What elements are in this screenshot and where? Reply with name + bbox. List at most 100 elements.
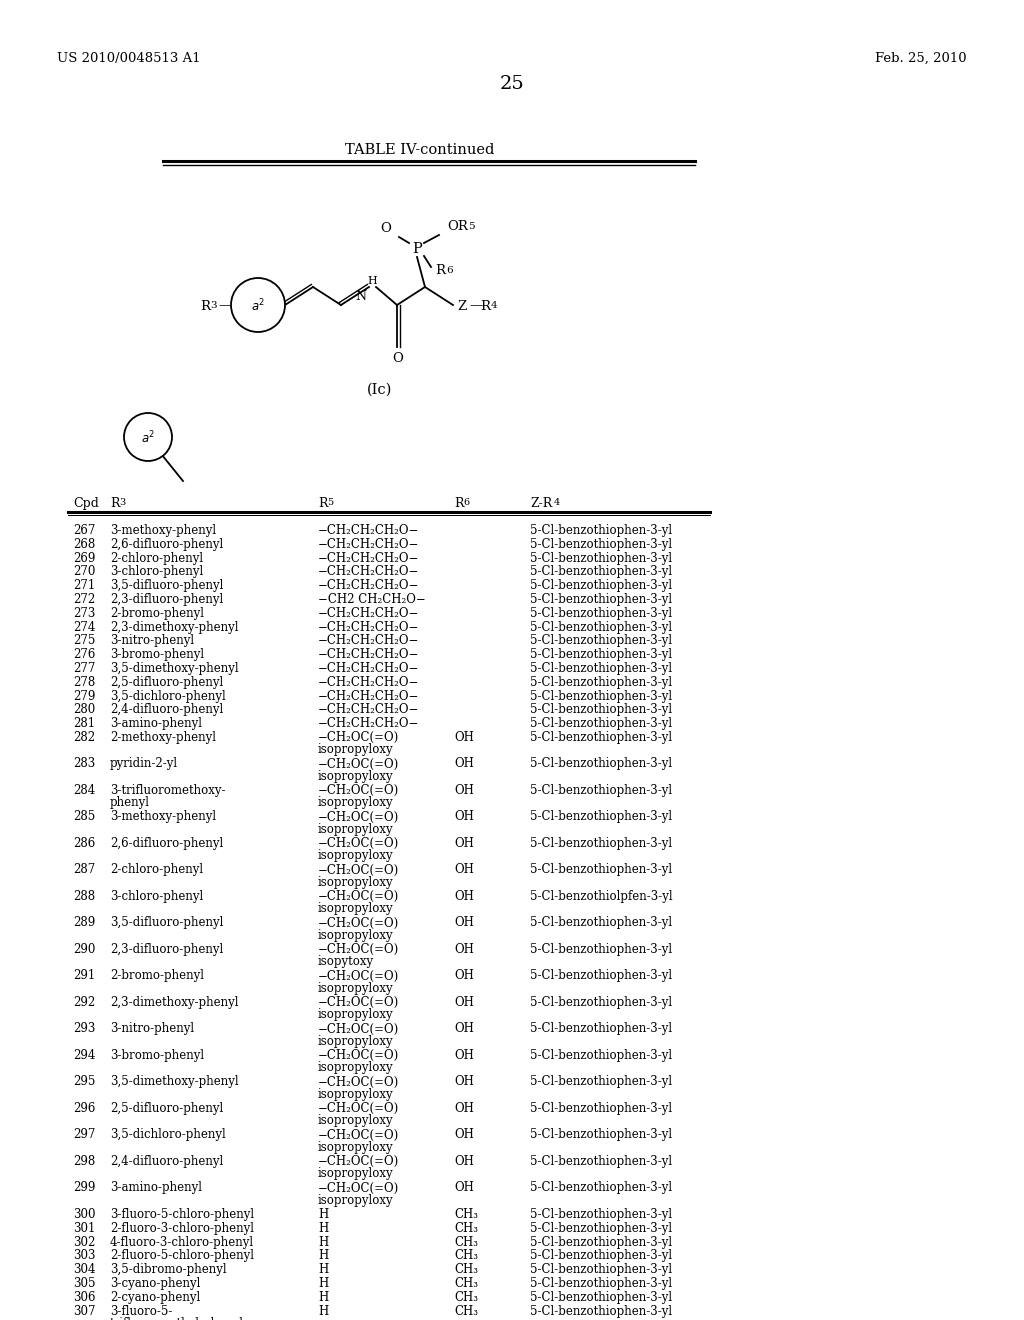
Text: −CH₂CH₂CH₂O−: −CH₂CH₂CH₂O− <box>318 648 420 661</box>
Text: 4: 4 <box>554 498 560 507</box>
Text: 273: 273 <box>73 607 95 620</box>
Text: 5-Cl-benzothiophen-3-yl: 5-Cl-benzothiophen-3-yl <box>530 1049 672 1063</box>
Text: 282: 282 <box>73 731 95 744</box>
Text: 3-bromo-phenyl: 3-bromo-phenyl <box>110 648 204 661</box>
Text: 299: 299 <box>73 1181 95 1195</box>
Text: 275: 275 <box>73 635 95 647</box>
Text: 297: 297 <box>73 1129 95 1142</box>
Text: OH: OH <box>454 1049 474 1063</box>
Text: 2-fluoro-5-chloro-phenyl: 2-fluoro-5-chloro-phenyl <box>110 1250 254 1262</box>
Text: 5-Cl-benzothiophen-3-yl: 5-Cl-benzothiophen-3-yl <box>530 758 672 771</box>
Text: 2,4-difluoro-phenyl: 2,4-difluoro-phenyl <box>110 1155 223 1168</box>
Text: 277: 277 <box>73 663 95 675</box>
Text: 271: 271 <box>73 579 95 593</box>
Text: OH: OH <box>454 1181 474 1195</box>
Text: CH₃: CH₃ <box>454 1276 478 1290</box>
Text: CH₃: CH₃ <box>454 1263 478 1276</box>
Text: CH₃: CH₃ <box>454 1208 478 1221</box>
Text: isopropyloxy: isopropyloxy <box>318 1114 393 1127</box>
Text: R: R <box>200 300 210 313</box>
Text: 302: 302 <box>73 1236 95 1249</box>
Text: 6: 6 <box>463 498 469 507</box>
Text: OH: OH <box>454 758 474 771</box>
Text: 274: 274 <box>73 620 95 634</box>
Text: OH: OH <box>454 1076 474 1089</box>
Text: OH: OH <box>454 1102 474 1115</box>
Text: isopropyloxy: isopropyloxy <box>318 743 393 756</box>
Text: isopropyloxy: isopropyloxy <box>318 1008 393 1022</box>
Text: 268: 268 <box>73 537 95 550</box>
Text: −CH₂OC(=O): −CH₂OC(=O) <box>318 731 399 744</box>
Text: H: H <box>318 1276 329 1290</box>
Text: 279: 279 <box>73 689 95 702</box>
Text: 5-Cl-benzothiophen-3-yl: 5-Cl-benzothiophen-3-yl <box>530 593 672 606</box>
Text: 5-Cl-benzothiophen-3-yl: 5-Cl-benzothiophen-3-yl <box>530 1076 672 1089</box>
Text: 291: 291 <box>73 969 95 982</box>
Text: OH: OH <box>454 942 474 956</box>
Text: R: R <box>435 264 445 277</box>
Text: 283: 283 <box>73 758 95 771</box>
Text: 3-chloro-phenyl: 3-chloro-phenyl <box>110 565 203 578</box>
Text: CH₃: CH₃ <box>454 1250 478 1262</box>
Text: OH: OH <box>454 969 474 982</box>
Text: 5-Cl-benzothiophen-3-yl: 5-Cl-benzothiophen-3-yl <box>530 969 672 982</box>
Text: 5-Cl-benzothiophen-3-yl: 5-Cl-benzothiophen-3-yl <box>530 552 672 565</box>
Text: 5-Cl-benzothiophen-3-yl: 5-Cl-benzothiophen-3-yl <box>530 942 672 956</box>
Text: trifluoromethyl-phenyl: trifluoromethyl-phenyl <box>110 1317 244 1320</box>
Text: isopropyloxy: isopropyloxy <box>318 796 393 809</box>
Text: 5-Cl-benzothiophen-3-yl: 5-Cl-benzothiophen-3-yl <box>530 620 672 634</box>
Text: Z-R: Z-R <box>530 498 552 510</box>
Text: 270: 270 <box>73 565 95 578</box>
Text: −CH₂CH₂CH₂O−: −CH₂CH₂CH₂O− <box>318 579 420 593</box>
Text: 5-Cl-benzothiophen-3-yl: 5-Cl-benzothiophen-3-yl <box>530 1263 672 1276</box>
Text: Feb. 25, 2010: Feb. 25, 2010 <box>876 51 967 65</box>
Text: H: H <box>318 1263 329 1276</box>
Text: 5-Cl-benzothiophen-3-yl: 5-Cl-benzothiophen-3-yl <box>530 648 672 661</box>
Text: 296: 296 <box>73 1102 95 1115</box>
Text: isopropyloxy: isopropyloxy <box>318 876 393 888</box>
Text: 285: 285 <box>73 810 95 824</box>
Text: 2-chloro-phenyl: 2-chloro-phenyl <box>110 552 203 565</box>
Text: 267: 267 <box>73 524 95 537</box>
Text: OH: OH <box>454 890 474 903</box>
Text: 2,5-difluoro-phenyl: 2,5-difluoro-phenyl <box>110 1102 223 1115</box>
Text: 293: 293 <box>73 1023 95 1035</box>
Text: OH: OH <box>454 916 474 929</box>
Text: 5-Cl-benzothiophen-3-yl: 5-Cl-benzothiophen-3-yl <box>530 1208 672 1221</box>
Text: 2,6-difluoro-phenyl: 2,6-difluoro-phenyl <box>110 537 223 550</box>
Text: −CH₂OC(=O): −CH₂OC(=O) <box>318 863 399 876</box>
Text: −CH₂OC(=O): −CH₂OC(=O) <box>318 758 399 771</box>
Text: TABLE IV-continued: TABLE IV-continued <box>345 143 495 157</box>
Text: 300: 300 <box>73 1208 95 1221</box>
Text: 272: 272 <box>73 593 95 606</box>
Text: 5-Cl-benzothiophen-3-yl: 5-Cl-benzothiophen-3-yl <box>530 537 672 550</box>
Text: 3,5-dichloro-phenyl: 3,5-dichloro-phenyl <box>110 689 225 702</box>
Text: OH: OH <box>454 1023 474 1035</box>
Text: −CH₂CH₂CH₂O−: −CH₂CH₂CH₂O− <box>318 524 420 537</box>
Text: 5-Cl-benzothiophen-3-yl: 5-Cl-benzothiophen-3-yl <box>530 1236 672 1249</box>
Text: 5-Cl-benzothiophen-3-yl: 5-Cl-benzothiophen-3-yl <box>530 717 672 730</box>
Text: −CH₂OC(=O): −CH₂OC(=O) <box>318 1102 399 1115</box>
Text: isopropyloxy: isopropyloxy <box>318 1035 393 1048</box>
Text: H: H <box>318 1291 329 1304</box>
Text: 3,5-dimethoxy-phenyl: 3,5-dimethoxy-phenyl <box>110 1076 239 1089</box>
Text: 5-Cl-benzothiophen-3-yl: 5-Cl-benzothiophen-3-yl <box>530 997 672 1008</box>
Text: 3-cyano-phenyl: 3-cyano-phenyl <box>110 1276 201 1290</box>
Text: 269: 269 <box>73 552 95 565</box>
Text: −CH₂OC(=O): −CH₂OC(=O) <box>318 1023 399 1035</box>
Text: 2-chloro-phenyl: 2-chloro-phenyl <box>110 863 203 876</box>
Text: −CH2 CH₂CH₂O−: −CH2 CH₂CH₂O− <box>318 593 426 606</box>
Text: H: H <box>318 1222 329 1234</box>
Text: 3-amino-phenyl: 3-amino-phenyl <box>110 1181 202 1195</box>
Text: 5-Cl-benzothiophen-3-yl: 5-Cl-benzothiophen-3-yl <box>530 1181 672 1195</box>
Text: −CH₂OC(=O): −CH₂OC(=O) <box>318 837 399 850</box>
Text: 25: 25 <box>500 75 524 92</box>
Text: H: H <box>367 276 377 286</box>
Text: 287: 287 <box>73 863 95 876</box>
Text: 5-Cl-benzothiophen-3-yl: 5-Cl-benzothiophen-3-yl <box>530 565 672 578</box>
Text: 3-methoxy-phenyl: 3-methoxy-phenyl <box>110 524 216 537</box>
Text: 294: 294 <box>73 1049 95 1063</box>
Text: 3: 3 <box>119 498 125 507</box>
Text: 3-trifluoromethoxy-: 3-trifluoromethoxy- <box>110 784 225 797</box>
Text: 3,5-dimethoxy-phenyl: 3,5-dimethoxy-phenyl <box>110 663 239 675</box>
